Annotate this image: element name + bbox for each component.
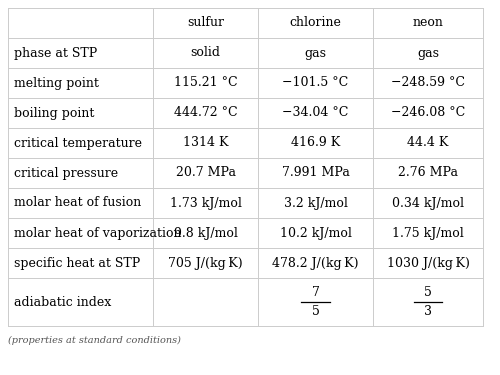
Text: sulfur: sulfur bbox=[187, 16, 224, 30]
Text: 3.2 kJ/mol: 3.2 kJ/mol bbox=[284, 196, 348, 210]
Text: specific heat at STP: specific heat at STP bbox=[14, 256, 140, 270]
Text: −246.08 °C: −246.08 °C bbox=[391, 106, 465, 120]
Text: 705 J/(kg K): 705 J/(kg K) bbox=[168, 256, 243, 270]
Text: −101.5 °C: −101.5 °C bbox=[282, 76, 348, 90]
Text: 416.9 K: 416.9 K bbox=[291, 136, 340, 150]
Text: 1030 J/(kg K): 1030 J/(kg K) bbox=[386, 256, 469, 270]
Text: neon: neon bbox=[412, 16, 444, 30]
Text: 20.7 MPa: 20.7 MPa bbox=[176, 166, 236, 180]
Text: 0.34 kJ/mol: 0.34 kJ/mol bbox=[392, 196, 464, 210]
Text: 5: 5 bbox=[312, 305, 320, 318]
Text: critical pressure: critical pressure bbox=[14, 166, 118, 180]
Text: 444.72 °C: 444.72 °C bbox=[174, 106, 238, 120]
Text: 1.73 kJ/mol: 1.73 kJ/mol bbox=[170, 196, 242, 210]
Text: molar heat of fusion: molar heat of fusion bbox=[14, 196, 141, 210]
Text: boiling point: boiling point bbox=[14, 106, 94, 120]
Text: 478.2 J/(kg K): 478.2 J/(kg K) bbox=[272, 256, 359, 270]
Text: −248.59 °C: −248.59 °C bbox=[391, 76, 465, 90]
Text: 2.76 MPa: 2.76 MPa bbox=[398, 166, 458, 180]
Text: gas: gas bbox=[304, 46, 326, 60]
Text: melting point: melting point bbox=[14, 76, 99, 90]
Text: 3: 3 bbox=[424, 305, 432, 318]
Text: molar heat of vaporization: molar heat of vaporization bbox=[14, 226, 181, 240]
Text: critical temperature: critical temperature bbox=[14, 136, 142, 150]
Text: (properties at standard conditions): (properties at standard conditions) bbox=[8, 336, 181, 345]
Text: 7: 7 bbox=[312, 286, 320, 299]
Text: 7.991 MPa: 7.991 MPa bbox=[282, 166, 350, 180]
Text: gas: gas bbox=[417, 46, 439, 60]
Text: chlorine: chlorine bbox=[290, 16, 342, 30]
Text: −34.04 °C: −34.04 °C bbox=[282, 106, 348, 120]
Text: 44.4 K: 44.4 K bbox=[408, 136, 449, 150]
Text: 115.21 °C: 115.21 °C bbox=[174, 76, 238, 90]
Text: adiabatic index: adiabatic index bbox=[14, 296, 111, 309]
Text: 10.2 kJ/mol: 10.2 kJ/mol bbox=[280, 226, 351, 240]
Text: 1.75 kJ/mol: 1.75 kJ/mol bbox=[392, 226, 464, 240]
Text: 1314 K: 1314 K bbox=[183, 136, 228, 150]
Text: solid: solid bbox=[190, 46, 220, 60]
Text: 5: 5 bbox=[424, 286, 432, 299]
Text: 9.8 kJ/mol: 9.8 kJ/mol bbox=[174, 226, 238, 240]
Text: phase at STP: phase at STP bbox=[14, 46, 97, 60]
